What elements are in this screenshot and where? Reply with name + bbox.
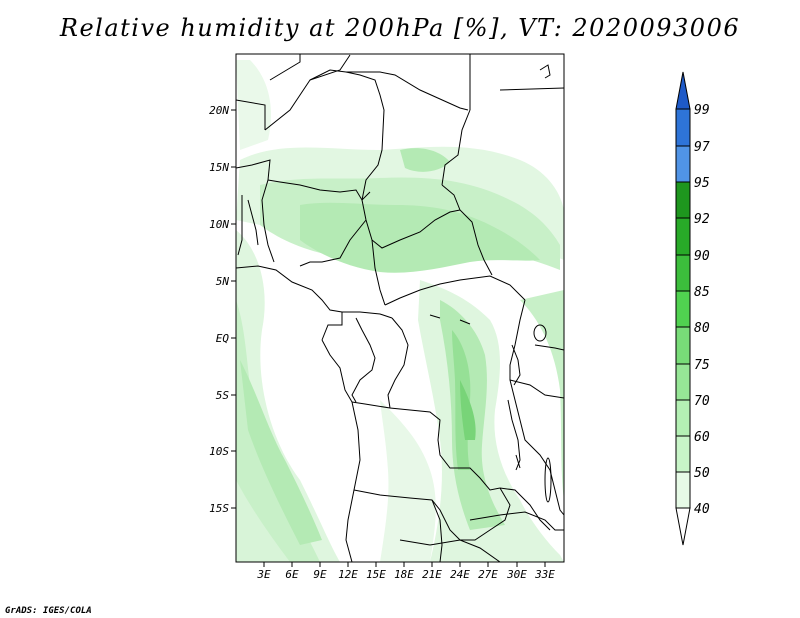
colorbar-label-92: 92 <box>694 212 710 227</box>
colorbar-segment-50-60 <box>675 435 691 473</box>
colorbar-label-60: 60 <box>694 430 710 445</box>
lat-label-15s: 15S <box>209 502 229 515</box>
lon-label-33e: 33E <box>534 568 555 581</box>
lat-label-5n: 5N <box>216 275 230 288</box>
colorbar-label-99: 99 <box>694 103 710 118</box>
colorbar-segment-70-75 <box>675 363 691 401</box>
longitude-axis: 3E 6E 9E 12E 15E 18E 21E 24E 27E 30E 33E <box>256 562 555 581</box>
colorbar-label-95: 95 <box>694 176 710 191</box>
lon-label-12e: 12E <box>338 568 358 581</box>
lat-label-10s: 10S <box>209 445 229 458</box>
colorbar: 40 50 60 70 75 80 85 90 92 95 97 99 <box>675 71 710 546</box>
lon-label-21e: 21E <box>422 568 442 581</box>
lat-label-eq: EQ <box>216 332 230 345</box>
colorbar-label-80: 80 <box>694 321 710 336</box>
colorbar-segment-75-80 <box>675 326 691 365</box>
colorbar-top-arrow <box>675 71 691 110</box>
colorbar-segment-60-70 <box>675 399 691 437</box>
colorbar-segment-40-50 <box>675 471 691 509</box>
lon-label-3e: 3E <box>256 568 271 581</box>
colorbar-segment-95-97 <box>675 145 691 183</box>
country-borders <box>236 54 564 562</box>
colorbar-label-97: 97 <box>694 140 710 155</box>
lat-label-20n: 20N <box>209 104 229 117</box>
colorbar-label-85: 85 <box>694 285 710 300</box>
colorbar-label-75: 75 <box>694 358 710 373</box>
colorbar-label-90: 90 <box>694 249 710 264</box>
colorbar-bottom-arrow <box>675 507 691 546</box>
colorbar-segment-80-85 <box>675 290 691 328</box>
colorbar-label-50: 50 <box>694 466 710 481</box>
colorbar-label-70: 70 <box>694 394 710 409</box>
lon-label-24e: 24E <box>450 568 470 581</box>
lat-label-15n: 15N <box>209 161 229 174</box>
colorbar-label-40: 40 <box>694 502 710 517</box>
colorbar-segment-85-90 <box>675 254 691 292</box>
lat-label-10n: 10N <box>209 218 229 231</box>
lon-label-6e: 6E <box>285 568 299 581</box>
lat-label-5s: 5S <box>216 389 230 402</box>
colorbar-segment-90-92 <box>675 217 691 256</box>
latitude-axis: 20N 15N 10N 5N EQ 5S 10S 15S <box>209 104 236 515</box>
humidity-field <box>236 54 564 562</box>
map-frame <box>235 53 565 563</box>
lakes <box>429 314 552 503</box>
grads-credit: GrADS: IGES/COLA <box>5 606 92 616</box>
lon-label-30e: 30E <box>506 568 527 581</box>
colorbar-segment-92-95 <box>675 181 691 219</box>
colorbar-segment-97-99 <box>675 108 691 147</box>
map-title: Relative humidity at 200hPa [%], VT: 202… <box>59 14 741 42</box>
lon-label-27e: 27E <box>478 568 498 581</box>
lon-label-18e: 18E <box>394 568 414 581</box>
lon-label-15e: 15E <box>366 568 386 581</box>
lon-label-9e: 9E <box>313 568 327 581</box>
